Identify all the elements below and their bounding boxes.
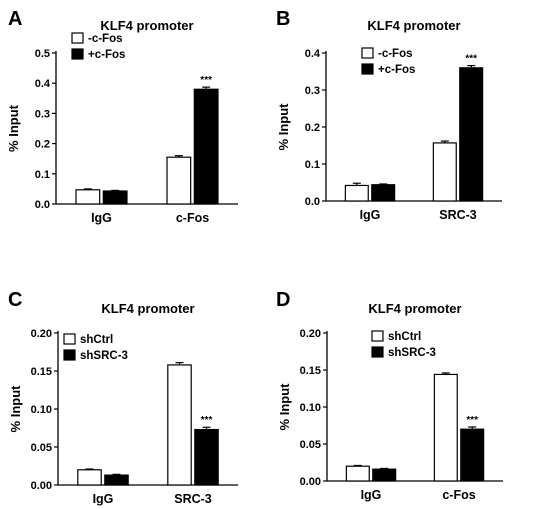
y-tick-label: 0.20 (300, 328, 321, 340)
panel-label: D (276, 289, 290, 311)
y-tick-label: 0.0 (35, 199, 50, 211)
bar-shsrc3-igg (104, 474, 129, 486)
bar-cfos-src3 (432, 142, 457, 202)
significance-label: *** (466, 415, 478, 426)
significance-label: *** (200, 75, 212, 86)
y-tick-label: 0.0 (305, 196, 320, 208)
bar-shctrl-igg (77, 469, 102, 486)
y-tick-label: 0.10 (300, 402, 321, 414)
panel-label: A (8, 8, 22, 30)
legend-label: shCtrl (388, 331, 421, 343)
y-axis-label: % Input (276, 103, 291, 151)
bar-cfos-cfos (166, 156, 192, 205)
bar-shctrl-cfos (433, 373, 458, 482)
y-tick-label: 0.5 (35, 48, 50, 60)
x-tick-label: IgG (93, 492, 114, 506)
bar-cfos-igg (371, 184, 396, 202)
x-tick-label: SRC-3 (174, 492, 212, 506)
legend-label: +c-Fos (88, 49, 125, 61)
chart-panel-c: C KLF4 promoter % Input 0.00 0.05 0.10 0.15 0.2… (8, 289, 238, 506)
y-tick-label: 0.05 (31, 442, 52, 454)
y-tick-label: 0.00 (31, 480, 52, 492)
legend-swatch (71, 48, 84, 60)
y-tick-label: 0.15 (31, 366, 52, 378)
legend-swatch (63, 333, 76, 345)
bar-shsrc3-igg (372, 468, 397, 482)
bar-shsrc3-cfos (460, 428, 485, 482)
y-tick-label: 0.05 (300, 439, 321, 451)
bar-shsrc3-src3 (194, 428, 219, 486)
legend-label: -c-Fos (88, 33, 123, 45)
legend-label: shSRC-3 (80, 350, 128, 362)
legend-label: -c-Fos (378, 48, 413, 60)
chart-panel-a: A KLF4 promoter % Input 0.0 0.1 0.2 0.3 0.4 0.5 I… (6, 8, 238, 225)
y-axis-label: % Input (277, 383, 292, 431)
legend-swatch (371, 346, 384, 358)
x-tick-label: c-Fos (442, 488, 475, 502)
y-tick-label: 0.00 (300, 476, 321, 488)
legend-label: shCtrl (80, 334, 113, 346)
panel-label: C (8, 289, 22, 311)
y-tick-label: 0.3 (35, 108, 50, 120)
panel-label: B (276, 8, 290, 30)
significance-label: *** (201, 415, 213, 426)
y-tick-label: 0.2 (35, 139, 50, 151)
legend-swatch (63, 349, 76, 361)
chart-title: KLF4 promoter (101, 301, 194, 316)
y-tick-label: 0.20 (31, 328, 52, 340)
y-tick-label: 0.4 (35, 78, 51, 90)
y-tick-label: 0.2 (305, 122, 320, 134)
y-axis-label: % Input (6, 104, 21, 152)
y-tick-label: 0.4 (305, 48, 321, 60)
bar-shctrl-igg (345, 465, 370, 482)
x-tick-label: IgG (361, 488, 382, 502)
legend-swatch (71, 32, 84, 44)
chart-title: KLF4 promoter (368, 301, 461, 316)
x-tick-label: IgG (360, 208, 381, 222)
bar-cfos-cfos (193, 88, 219, 205)
x-tick-label: c-Fos (176, 211, 209, 225)
legend-label: +c-Fos (378, 64, 415, 76)
y-tick-label: 0.1 (35, 169, 50, 181)
x-tick-label: SRC-3 (439, 208, 477, 222)
legend-swatch (361, 47, 374, 59)
y-tick-label: 0.3 (305, 85, 320, 97)
chart-title: KLF4 promoter (367, 18, 460, 33)
legend-label: shSRC-3 (388, 347, 436, 359)
chart-title: KLF4 promoter (100, 18, 193, 33)
y-tick-label: 0.1 (305, 159, 320, 171)
legend-swatch (361, 63, 374, 75)
bar-cfos-igg (344, 184, 369, 202)
legend-swatch (371, 330, 384, 342)
y-tick-label: 0.10 (31, 404, 52, 416)
bar-cfos-igg (102, 190, 128, 205)
y-tick-label: 0.15 (300, 365, 321, 377)
significance-label: *** (465, 54, 477, 65)
chart-panel-d: D KLF4 promoter % Input 0.00 0.05 0.10 0.15 0.2… (276, 289, 503, 502)
bar-shctrl-src3 (167, 364, 192, 486)
bar-cfos-igg (75, 189, 101, 205)
x-tick-label: IgG (91, 211, 112, 225)
chart-panel-b: B KLF4 promoter % Input 0.0 0.1 0.2 0.3 0.4 IgG S… (276, 8, 502, 222)
bar-cfos-src3 (459, 67, 484, 202)
y-axis-label: % Input (8, 385, 23, 433)
